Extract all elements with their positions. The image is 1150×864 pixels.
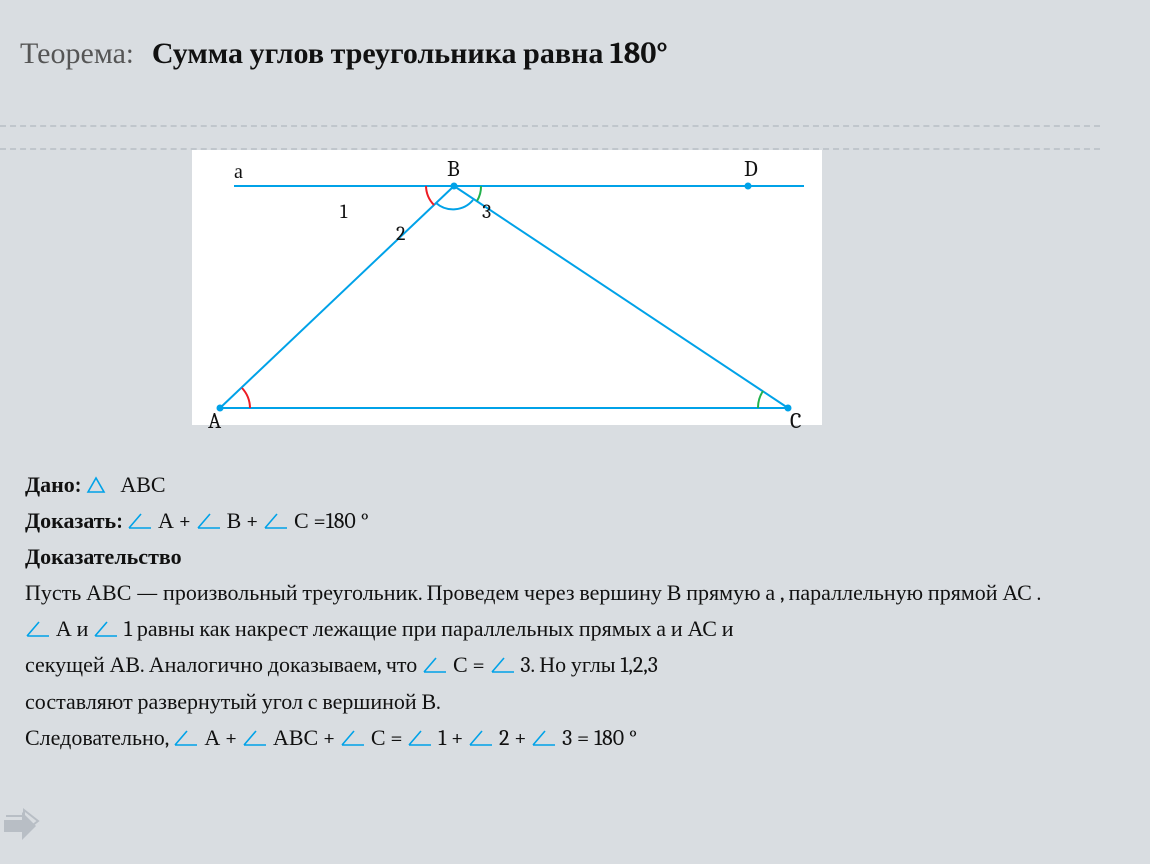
prove-label: Доказать: (25, 508, 122, 534)
angle-icon (407, 729, 433, 747)
next-arrow-icon[interactable] (0, 806, 40, 846)
p5-3: 3 = 180 ° (562, 725, 637, 751)
label-angle-1: 1 (340, 200, 347, 223)
angle-icon (531, 729, 557, 747)
p5-prefix: Следовательно, (25, 725, 169, 751)
prove-b: В + (227, 508, 259, 534)
angle-icon (263, 512, 289, 530)
p5-2: 2 + (499, 725, 526, 751)
p5-abc: АВС + (273, 725, 335, 751)
p3-end: 3. Но углы 1,2,3 (520, 652, 658, 678)
proof-header: Доказательство (25, 540, 1105, 574)
theorem-title-row: Теорема: Сумма углов треугольника равна … (20, 36, 668, 71)
divider-line-1 (0, 125, 1100, 127)
angle-icon (196, 512, 222, 530)
proof-p4: составляют развернутый угол с вершиной В… (25, 685, 1105, 719)
given-label: Дано: (25, 472, 81, 498)
angle-icon (173, 729, 199, 747)
angle-icon (242, 729, 268, 747)
angle-icon (25, 620, 51, 638)
angle-icon (422, 656, 448, 674)
prove-a: А + (158, 508, 191, 534)
angle-icon (127, 512, 153, 530)
angle-icon (93, 620, 119, 638)
given-line: Дано: АВС (25, 468, 1105, 502)
triangle-icon (86, 476, 106, 494)
theorem-statement: Сумма углов треугольника равна 180° (152, 36, 668, 71)
p5-a: А + (204, 725, 237, 751)
angle-icon (468, 729, 494, 747)
label-angle-2: 2 (396, 222, 405, 245)
p3-prefix: секущей АВ. Аналогично доказываем, что (25, 652, 417, 678)
label-angle-3: 3 (482, 200, 491, 223)
prove-c: С =180 ° (294, 508, 369, 534)
label-line-a: а (234, 160, 243, 184)
p3-mid: С = (453, 652, 485, 678)
proof-p3: секущей АВ. Аналогично доказываем, что С… (25, 648, 1105, 682)
proof-block: Дано: АВС Доказать: А + В + С =180 ° Док… (25, 468, 1105, 757)
p2-rest: 1 равны как накрест лежащие при параллел… (124, 616, 734, 642)
proof-p1: Пусть АВС — произвольный треугольник. Пр… (25, 576, 1105, 610)
proof-p2: А и 1 равны как накрест лежащие при пара… (25, 612, 1105, 646)
p5-1: 1 + (438, 725, 463, 751)
label-A: A (208, 408, 221, 434)
angle-icon (490, 656, 516, 674)
prove-line: Доказать: А + В + С =180 ° (25, 504, 1105, 538)
label-D: D (744, 156, 758, 182)
given-value: АВС (120, 472, 165, 498)
angle-icon (340, 729, 366, 747)
label-B: B (447, 156, 460, 182)
proof-label: Доказательство (25, 544, 182, 570)
proof-p5: Следовательно, А + АВС + С = 1 + 2 + 3 =… (25, 721, 1105, 755)
label-C: C (790, 408, 801, 434)
diagram-container: A B C D а 1 2 3 (192, 150, 822, 425)
p5-c: С = (371, 725, 403, 751)
theorem-label: Теорема: (20, 36, 134, 71)
p2-prefix: А и (56, 616, 89, 642)
triangle-diagram (192, 150, 822, 425)
